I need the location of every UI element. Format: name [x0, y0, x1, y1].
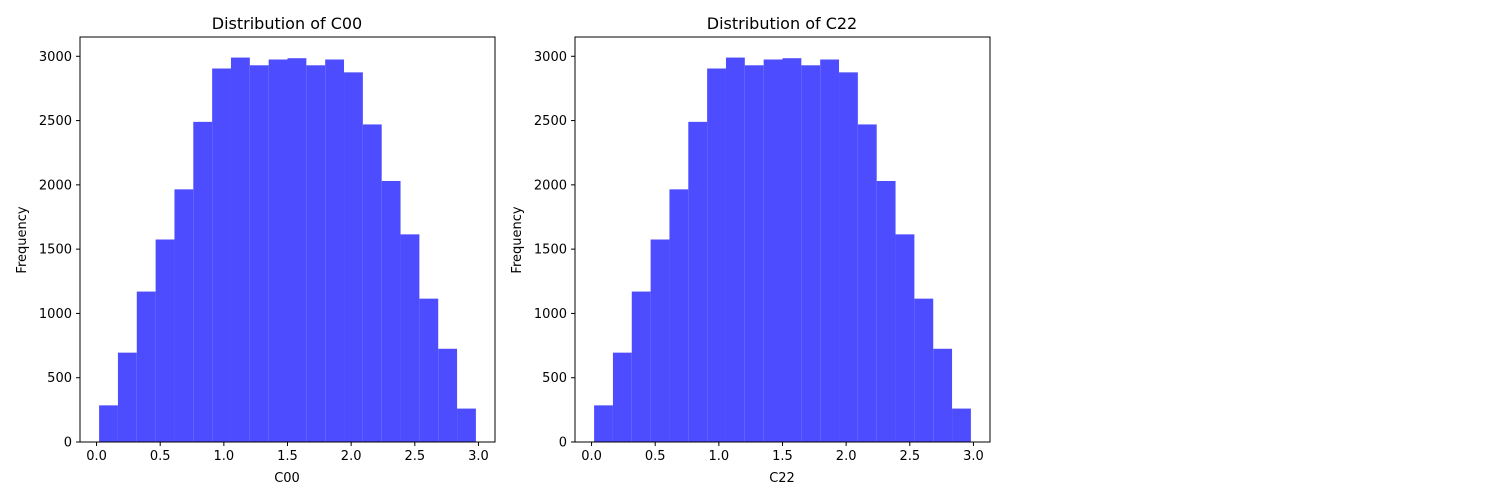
y-tick-label: 2000: [534, 178, 567, 193]
histogram-bars: [99, 57, 476, 443]
y-tick-label: 2000: [39, 178, 72, 193]
histogram-bar: [438, 348, 458, 442]
x-tick-label: 3.0: [468, 449, 489, 464]
histogram-bar: [820, 59, 840, 442]
x-tick-label: 0.5: [645, 449, 666, 464]
x-tick-label: 0.0: [581, 449, 602, 464]
histogram-bars: [594, 57, 971, 443]
histogram-bar: [306, 65, 326, 443]
histogram-bar: [117, 352, 137, 442]
histogram-bar: [344, 72, 363, 442]
chart-title: Distribution of C00: [212, 14, 362, 33]
histogram-panel-c22: Distribution of C22 0.0 0.5 1.0 1.5 2.0 2.5 3.…: [510, 14, 991, 486]
y-tick-label: 1000: [39, 307, 72, 322]
y-tick-label: 500: [542, 371, 567, 386]
histogram-bar: [914, 298, 934, 442]
histogram-bar: [857, 124, 877, 442]
histogram-bar: [839, 72, 858, 442]
histogram-bar: [612, 352, 632, 442]
histogram-bar: [594, 405, 613, 442]
histogram-bar: [933, 348, 953, 442]
histogram-bar: [782, 58, 802, 442]
y-axis-label: Frequency: [15, 206, 30, 273]
histogram-bar: [287, 58, 307, 442]
y-tick-label: 0: [64, 436, 72, 451]
x-tick-label: 2.5: [899, 449, 920, 464]
histogram-bar: [952, 408, 971, 442]
histogram-bar: [688, 121, 708, 442]
y-tick-label: 500: [47, 371, 72, 386]
x-tick-label: 0.5: [150, 449, 171, 464]
y-tick-label: 2500: [534, 114, 567, 129]
y-tick-label: 1000: [534, 307, 567, 322]
histogram-bar: [457, 408, 476, 442]
chart-title: Distribution of C22: [707, 14, 857, 33]
y-tick-label: 2500: [39, 114, 72, 129]
y-tick-label: 3000: [534, 50, 567, 65]
x-tick-label: 2.0: [341, 449, 362, 464]
x-axis-label: C22: [769, 471, 795, 486]
histogram-bar: [155, 239, 175, 442]
x-tick-label: 3.0: [963, 449, 984, 464]
x-axis-label: C00: [274, 471, 300, 486]
x-tick-label: 1.5: [277, 449, 298, 464]
histogram-bar: [174, 189, 194, 442]
histogram-bar: [763, 59, 783, 442]
y-axis-ticks: 0 500 1000 1500 2000 2500 3000: [534, 50, 575, 451]
plot-frame: [79, 36, 496, 443]
histogram-bar: [650, 239, 670, 442]
histogram-bar: [400, 234, 420, 442]
x-tick-label: 1.0: [709, 449, 730, 464]
x-tick-label: 0.0: [86, 449, 107, 464]
histogram-bar: [268, 59, 288, 442]
histogram-bar: [631, 291, 651, 442]
histogram-bar: [136, 291, 156, 442]
y-tick-label: 1500: [39, 243, 72, 258]
y-axis-ticks: 0 500 1000 1500 2000 2500 3000: [39, 50, 80, 451]
x-tick-label: 1.5: [772, 449, 793, 464]
histogram-bar: [99, 405, 118, 442]
histogram-bar: [362, 124, 382, 442]
histogram-bar: [381, 181, 401, 442]
x-tick-label: 2.5: [404, 449, 425, 464]
x-axis-ticks: 0.0 0.5 1.0 1.5 2.0 2.5 3.0: [86, 442, 489, 464]
histogram-bar: [725, 57, 745, 442]
histogram-bar: [895, 234, 915, 442]
histogram-panel-c00: Distribution of C00 0.0 0.5 1.0 1.5 2.0 2.5 3.…: [15, 14, 496, 486]
histogram-bar: [212, 68, 231, 442]
y-tick-label: 3000: [39, 50, 72, 65]
histogram-bar: [325, 59, 345, 442]
plot-frame: [574, 36, 991, 443]
histogram-bar: [876, 181, 896, 442]
x-tick-label: 2.0: [836, 449, 857, 464]
histogram-bar: [801, 65, 821, 443]
y-tick-label: 0: [559, 436, 567, 451]
y-axis-label: Frequency: [510, 206, 525, 273]
y-tick-label: 1500: [534, 243, 567, 258]
histogram-bar: [230, 57, 250, 442]
histogram-bar: [249, 65, 269, 443]
histogram-bar: [419, 298, 439, 442]
x-axis-ticks: 0.0 0.5 1.0 1.5 2.0 2.5 3.0: [581, 442, 984, 464]
histogram-bar: [669, 189, 689, 442]
histogram-bar: [707, 68, 726, 442]
x-tick-label: 1.0: [214, 449, 235, 464]
histogram-bar: [744, 65, 764, 443]
histogram-bar: [193, 121, 213, 442]
